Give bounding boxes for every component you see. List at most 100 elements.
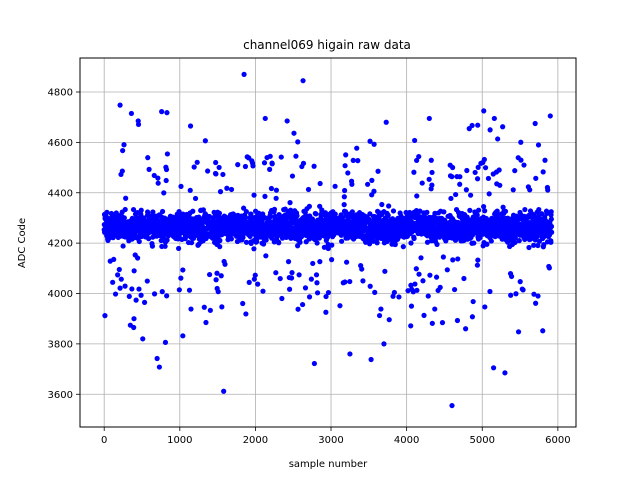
y-axis-ticks: 3600 3800 4000 4200 4400 4600 4800 [48, 88, 80, 401]
data-point [120, 243, 126, 249]
data-point [471, 240, 477, 246]
outlier-point [221, 388, 227, 394]
data-point [366, 241, 373, 247]
data-point [277, 275, 283, 282]
data-point [180, 267, 186, 273]
data-point [271, 206, 278, 212]
data-point [323, 293, 329, 300]
data-point [202, 138, 208, 144]
data-point [136, 238, 142, 245]
data-point [468, 192, 474, 198]
data-point [252, 272, 258, 278]
data-point [548, 239, 554, 245]
data-point [429, 169, 435, 176]
data-point [268, 213, 274, 220]
data-point [289, 173, 296, 179]
data-point [186, 287, 193, 293]
data-point [178, 275, 184, 281]
data-point [337, 303, 343, 309]
data-point [416, 153, 422, 160]
data-point [297, 239, 303, 245]
data-point [339, 238, 345, 244]
data-point [371, 141, 377, 147]
data-point [300, 160, 307, 166]
data-point [508, 292, 514, 298]
data-point [341, 202, 347, 208]
data-point [512, 239, 518, 246]
data-point [286, 286, 293, 292]
data-point [306, 294, 313, 300]
data-point [474, 262, 481, 268]
data-point [325, 289, 332, 296]
data-point [159, 289, 165, 295]
data-point [500, 204, 506, 210]
data-point [342, 279, 348, 285]
data-point [243, 311, 249, 317]
data-point [117, 285, 123, 291]
data-point [542, 157, 548, 163]
data-point [469, 314, 476, 320]
outlier-point [241, 71, 247, 77]
data-point [339, 214, 346, 221]
data-point [273, 195, 279, 201]
data-point [408, 282, 414, 288]
data-point [130, 206, 137, 213]
data-point [213, 277, 219, 283]
data-point [294, 213, 300, 219]
data-point [314, 240, 320, 246]
data-point [539, 211, 545, 217]
data-point [484, 241, 490, 247]
data-point [122, 206, 128, 213]
data-point [533, 175, 539, 181]
data-point [472, 169, 478, 176]
data-point [367, 211, 373, 217]
data-point [522, 206, 528, 213]
outlier-point [164, 110, 170, 116]
data-point [222, 261, 228, 267]
x-tick-label: 0 [101, 435, 107, 446]
data-point [467, 207, 473, 213]
data-point [267, 166, 273, 172]
data-point [481, 203, 487, 210]
data-point [359, 266, 365, 272]
data-point [412, 137, 418, 144]
data-point [207, 307, 213, 313]
data-point [120, 147, 126, 154]
outlier-point [463, 326, 469, 332]
data-point [549, 229, 555, 235]
data-point [314, 280, 320, 286]
data-point [163, 166, 170, 173]
data-point [342, 163, 348, 169]
y-tick-label: 4600 [48, 138, 73, 149]
outlier-point [347, 351, 353, 357]
data-point [496, 167, 502, 173]
data-point [481, 156, 487, 163]
data-point [321, 244, 327, 250]
data-point [457, 174, 463, 180]
data-point [414, 193, 420, 199]
data-point [308, 276, 314, 282]
data-point [536, 206, 542, 213]
data-point [526, 244, 532, 251]
data-point [323, 309, 329, 315]
data-point [121, 215, 127, 221]
data-point [269, 161, 275, 167]
y-tick-label: 4400 [48, 188, 73, 199]
data-point [216, 164, 222, 171]
data-point [412, 281, 418, 287]
data-point [155, 180, 161, 186]
data-point [267, 153, 273, 159]
x-axis-ticks: 0 1000 2000 3000 4000 5000 6000 [101, 427, 571, 446]
data-point [112, 291, 119, 297]
data-point [191, 164, 197, 170]
data-point [344, 259, 350, 265]
data-point [518, 139, 524, 145]
data-point [343, 152, 349, 158]
data-point [414, 287, 420, 293]
data-point [382, 268, 388, 274]
y-axis-label: ADC Code [17, 218, 28, 268]
data-point [371, 188, 377, 194]
data-point [121, 142, 127, 148]
data-point [548, 223, 555, 230]
outlier-point [491, 115, 497, 122]
